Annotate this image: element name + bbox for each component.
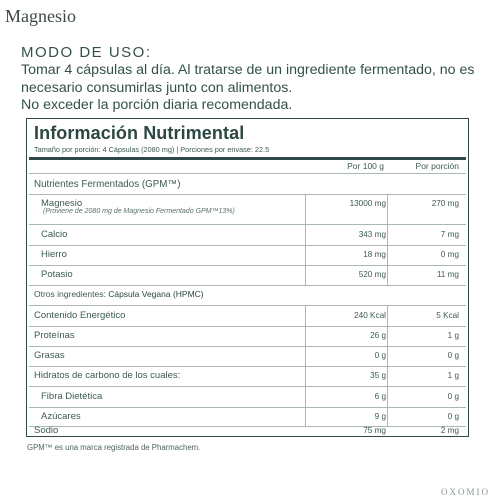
fact-row-fibra: Fibra Dietética 6 g 0 g — [29, 387, 466, 407]
nutrient-row-hierro: Hierro 18 mg 0 mg — [29, 245, 466, 265]
value-per-serving: 270 mg — [431, 199, 459, 208]
fact-label: Contenido Energético — [34, 310, 126, 321]
divider — [29, 326, 466, 327]
column-divider — [305, 194, 306, 224]
column-divider — [387, 366, 388, 386]
value-per-serving: 1 g — [447, 331, 459, 340]
value-per-serving: 5 Kcal — [436, 311, 459, 320]
brand-logo: OXOMIO — [441, 487, 490, 497]
usage-line: Tomar 4 cápsulas al día. Al tratarse de … — [21, 62, 475, 78]
divider — [29, 173, 466, 174]
serving-info: Tamaño por porción: 4 Cápsulas (2080 mg)… — [34, 145, 270, 154]
value-per-100g: 520 mg — [358, 270, 386, 279]
product-title: Magnesio — [5, 6, 76, 26]
nutrient-row-potasio: Potasio 520 mg 11 mg — [29, 265, 466, 285]
usage-instructions: Tomar 4 cápsulas al día. Al tratarse de … — [21, 62, 491, 115]
nutrient-label: Potasio — [41, 269, 73, 280]
fact-row-grasas: Grasas 0 g 0 g — [29, 346, 466, 366]
nutrient-row-magnesio: Magnesio (Proviene de 2080 mg de Magnesi… — [29, 194, 466, 224]
value-per-100g: 26 g — [370, 331, 386, 340]
usage-heading: MODO DE USO: — [21, 44, 152, 61]
value-per-serving: 2 mg — [440, 426, 459, 435]
fact-label: Sodio — [34, 425, 59, 436]
other-ingredients: Otros ingredientes: Cápsula Vegana (HPMC… — [34, 289, 204, 299]
column-divider — [305, 346, 306, 366]
column-divider — [387, 194, 388, 224]
usage-line: No exceder la porción diaria recomendada… — [21, 97, 293, 113]
value-per-serving: 0 g — [447, 412, 459, 421]
other-ingredients-label: Otros ingredientes: — [34, 289, 106, 299]
column-divider — [305, 225, 306, 245]
other-ingredients-row: Otros ingredientes: Cápsula Vegana (HPMC… — [29, 285, 466, 305]
column-divider — [387, 225, 388, 245]
divider — [29, 305, 466, 306]
divider — [29, 245, 466, 246]
divider — [29, 366, 466, 367]
column-divider — [387, 245, 388, 265]
other-ingredients-value: Cápsula Vegana (HPMC) — [108, 289, 204, 299]
value-per-100g: 0 g — [374, 351, 386, 360]
column-header-per-100g: Por 100 g — [347, 161, 384, 171]
nutrient-row-calcio: Calcio 343 mg 7 mg — [29, 225, 466, 245]
column-divider — [305, 366, 306, 386]
column-divider — [387, 306, 388, 326]
divider — [29, 265, 466, 266]
column-divider — [305, 265, 306, 285]
column-divider — [305, 306, 306, 326]
value-per-serving: 0 g — [447, 392, 459, 401]
value-per-100g: 9 g — [374, 412, 386, 421]
value-per-100g: 13000 mg — [349, 199, 386, 208]
fact-row-hidratos: Hidratos de carbono de los cuales: 35 g … — [29, 366, 466, 386]
fact-label: Fibra Dietética — [41, 391, 103, 402]
fact-label: Grasas — [34, 350, 65, 361]
section-title: Nutrientes Fermentados (GPM™) — [34, 179, 181, 190]
usage-line: necesario consumirlas junto con alimento… — [21, 79, 293, 96]
value-per-100g: 240 Kcal — [354, 311, 386, 320]
fact-label: Azúcares — [41, 411, 81, 422]
column-divider — [305, 245, 306, 265]
value-per-100g: 6 g — [374, 392, 386, 401]
value-per-serving: 7 mg — [440, 230, 459, 239]
value-per-serving: 1 g — [447, 371, 459, 380]
fact-row-proteinas: Proteínas 26 g 1 g — [29, 326, 466, 346]
value-per-100g: 343 mg — [358, 230, 386, 239]
value-per-serving: 11 mg — [436, 270, 459, 279]
nutrient-note: (Proviene de 2080 mg de Magnesio Ferment… — [43, 208, 235, 215]
value-per-100g: 18 mg — [363, 250, 386, 259]
nutrition-facts-panel: Información Nutrimental Tamaño por porci… — [26, 118, 469, 437]
divider — [29, 224, 466, 225]
column-divider — [387, 346, 388, 366]
section-header-row: Nutrientes Fermentados (GPM™) — [29, 175, 466, 195]
value-per-100g: 35 g — [370, 371, 386, 380]
column-divider — [387, 387, 388, 407]
header-divider — [29, 157, 466, 160]
nutrient-label: Hierro — [41, 249, 67, 260]
divider — [29, 285, 466, 286]
column-divider — [305, 407, 306, 427]
divider — [29, 426, 466, 427]
column-divider — [387, 265, 388, 285]
divider — [29, 346, 466, 347]
divider — [29, 386, 466, 387]
trademark-footnote: GPM™ es una marca registrada de Pharmach… — [27, 443, 201, 452]
fact-row-sodio: Sodio 75 mg 2 mg — [29, 420, 466, 436]
nutrition-title: Información Nutrimental — [34, 123, 245, 143]
column-divider — [387, 407, 388, 427]
divider — [29, 407, 466, 408]
nutrient-label: Calcio — [41, 229, 68, 240]
fact-row-energia: Contenido Energético 240 Kcal 5 Kcal — [29, 306, 466, 326]
nutrient-label: Magnesio — [41, 198, 83, 209]
value-per-100g: 75 mg — [363, 426, 386, 435]
column-header-per-serving: Por porción — [415, 161, 459, 171]
fact-row-azucares: Azúcares 9 g 0 g — [29, 407, 466, 427]
fact-label: Hidratos de carbono de los cuales: — [34, 370, 181, 381]
column-divider — [305, 326, 306, 346]
column-divider — [387, 326, 388, 346]
value-per-serving: 0 g — [447, 351, 459, 360]
divider — [29, 194, 466, 195]
fact-label: Proteínas — [34, 330, 75, 341]
value-per-serving: 0 mg — [440, 250, 459, 259]
column-divider — [305, 387, 306, 407]
